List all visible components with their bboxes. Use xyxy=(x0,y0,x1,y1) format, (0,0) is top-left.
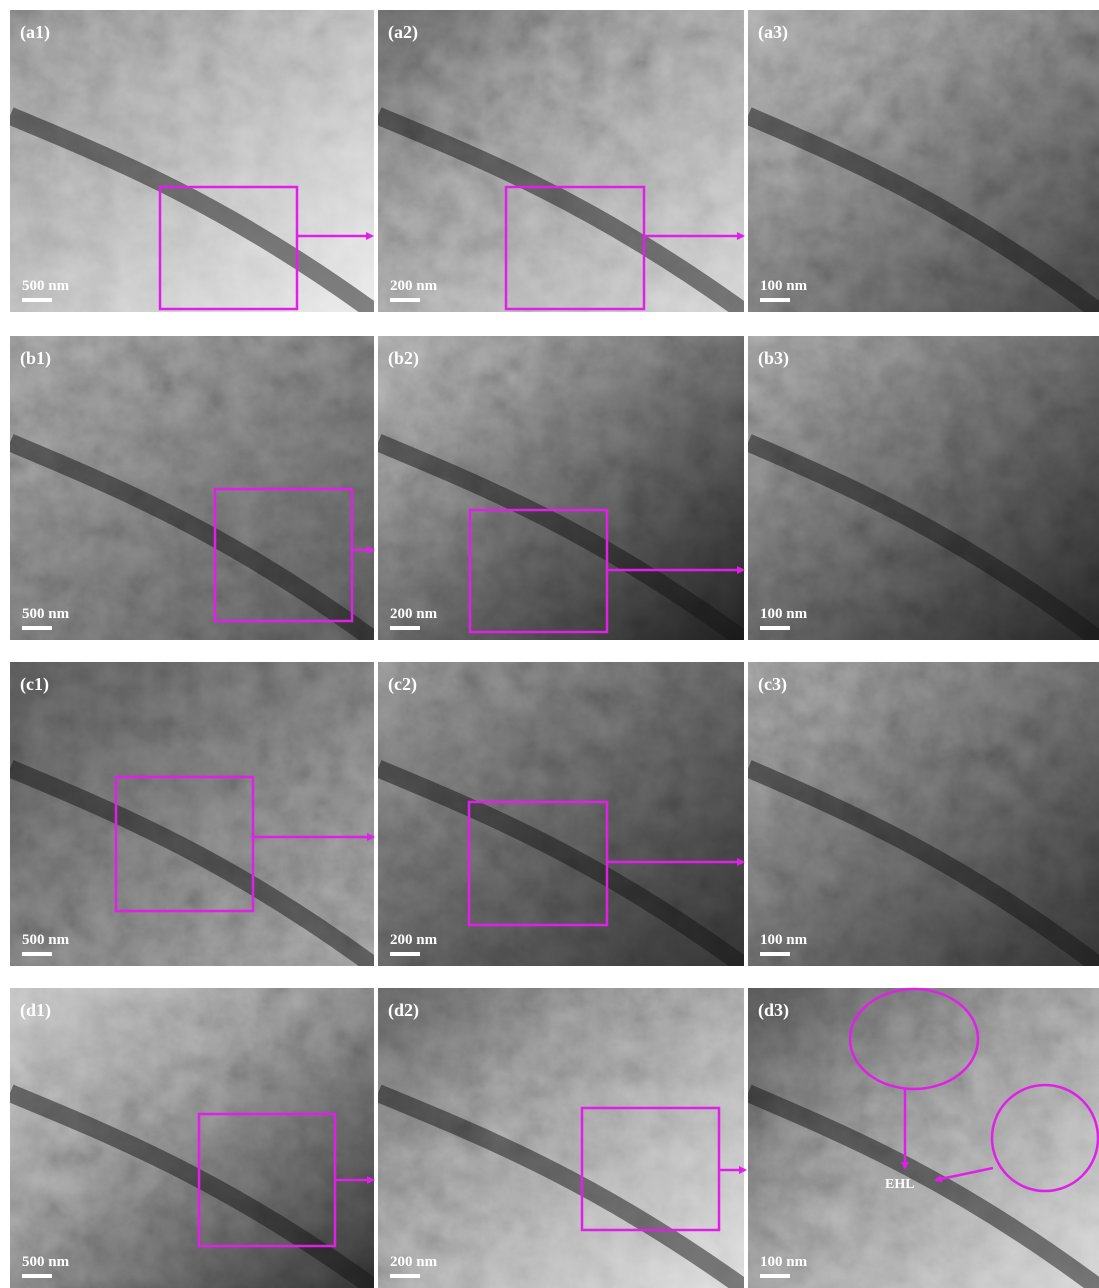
scale-bar xyxy=(22,626,52,630)
sem-image: (c3) 100 nm xyxy=(748,662,1099,966)
panel-label: (d1) xyxy=(20,1000,51,1021)
scale-bar xyxy=(22,298,52,302)
panel-label: (b2) xyxy=(388,348,419,369)
sem-image: (a1) 500 nm xyxy=(10,10,374,312)
scale-label: 200 nm xyxy=(390,606,438,622)
panel-label: (b1) xyxy=(20,348,51,369)
scale-label: 500 nm xyxy=(22,932,70,948)
scale-label: 200 nm xyxy=(390,932,438,948)
scale-bar xyxy=(390,1274,420,1278)
panel-label: (a3) xyxy=(758,22,788,43)
panel-label: (d2) xyxy=(388,1000,419,1021)
sem-image: (d3) 100 nm xyxy=(748,988,1099,1288)
sem-image: (d1) 500 nm xyxy=(10,988,374,1288)
scale-bar xyxy=(22,1274,52,1278)
scale-bar xyxy=(22,952,52,956)
scale-label: 200 nm xyxy=(390,1254,438,1270)
sem-image: (b3) 100 nm xyxy=(748,336,1099,640)
sem-image: (c1) 500 nm xyxy=(10,662,374,966)
scale-bar xyxy=(760,1274,790,1278)
panel-label: (c2) xyxy=(388,674,417,695)
scale-label: 100 nm xyxy=(760,932,808,948)
sem-image: (a3) 100 nm xyxy=(748,10,1099,312)
sem-image: (a2) 200 nm xyxy=(378,10,744,312)
scale-label: 500 nm xyxy=(22,278,70,294)
scale-bar xyxy=(760,626,790,630)
scale-bar xyxy=(390,626,420,630)
panel-label: (a1) xyxy=(20,22,50,43)
annotation-label: EHL xyxy=(885,1177,915,1192)
panel-label: (b3) xyxy=(758,348,789,369)
panel-label: (c1) xyxy=(20,674,49,695)
scale-bar xyxy=(760,298,790,302)
scale-bar xyxy=(390,298,420,302)
scale-label: 200 nm xyxy=(390,278,438,294)
scale-label: 100 nm xyxy=(760,1254,808,1270)
panel-label: (a2) xyxy=(388,22,418,43)
sem-image: (b2) 200 nm xyxy=(378,336,744,640)
figure: (a1) 500 nm (a2) 200 nm (a3) 100 nm (b1) 500 nm… xyxy=(0,0,1099,1288)
scale-label: 500 nm xyxy=(22,1254,70,1270)
sem-image: (d2) 200 nm xyxy=(378,988,744,1288)
panel-label: (d3) xyxy=(758,1000,789,1021)
scale-bar xyxy=(390,952,420,956)
scale-bar xyxy=(760,952,790,956)
sem-image: (c2) 200 nm xyxy=(378,662,744,966)
scale-label: 100 nm xyxy=(760,606,808,622)
panel-label: (c3) xyxy=(758,674,787,695)
scale-label: 100 nm xyxy=(760,278,808,294)
scale-label: 500 nm xyxy=(22,606,70,622)
panels: (a1) 500 nm (a2) 200 nm (a3) 100 nm (b1) 500 nm… xyxy=(10,10,1099,1288)
